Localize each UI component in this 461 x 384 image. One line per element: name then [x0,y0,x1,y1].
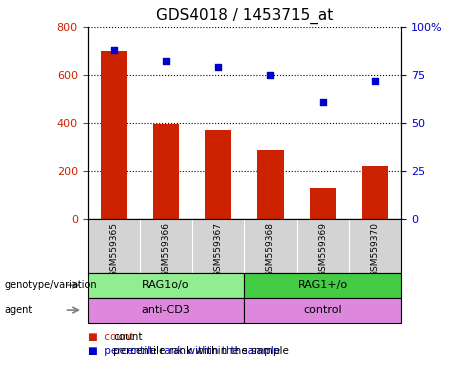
Text: anti-CD3: anti-CD3 [142,305,190,315]
Bar [310,188,336,219]
Text: percentile rank within the sample: percentile rank within the sample [113,346,289,356]
Point [214,64,222,70]
Bar [257,151,284,219]
Bar [244,273,401,298]
Text: RAG1o/o: RAG1o/o [142,280,190,290]
Text: control: control [303,305,342,315]
Point [267,72,274,78]
Bar [244,298,401,323]
Point [110,47,118,53]
Text: GSM559368: GSM559368 [266,222,275,276]
Text: ■  percentile rank within the sample: ■ percentile rank within the sample [88,346,280,356]
Bar [100,51,127,219]
Bar [88,273,244,298]
Bar [362,166,388,219]
Text: GSM559370: GSM559370 [371,222,379,276]
Text: count: count [113,332,142,342]
Bar [153,124,179,219]
Bar [205,130,231,219]
Text: ■  count: ■ count [88,332,133,342]
Text: RAG1+/o: RAG1+/o [298,280,348,290]
Text: GSM559369: GSM559369 [318,222,327,276]
Text: GSM559366: GSM559366 [161,222,171,276]
Text: GSM559365: GSM559365 [109,222,118,276]
Title: GDS4018 / 1453715_at: GDS4018 / 1453715_at [156,8,333,24]
Point [319,99,326,105]
Text: agent: agent [5,305,33,315]
Text: GSM559367: GSM559367 [214,222,223,276]
Text: genotype/variation: genotype/variation [5,280,97,290]
Point [162,58,170,65]
Bar [88,298,244,323]
Point [371,78,378,84]
